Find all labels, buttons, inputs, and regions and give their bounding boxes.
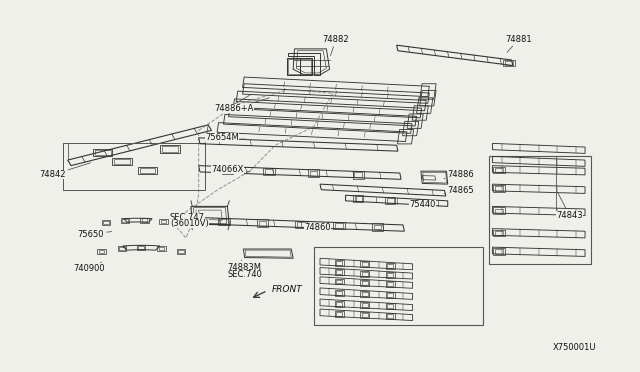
Text: 74066X: 74066X [211, 165, 250, 174]
Text: FRONT: FRONT [271, 285, 302, 294]
Text: 74881: 74881 [505, 35, 532, 52]
Text: 75654M: 75654M [205, 133, 250, 142]
Text: 75650: 75650 [77, 230, 111, 239]
Text: 74860: 74860 [304, 223, 331, 232]
Bar [489, 156, 591, 264]
Text: (36010V): (36010V) [170, 219, 209, 228]
Text: 74882: 74882 [323, 35, 349, 55]
Text: 74886: 74886 [444, 170, 474, 179]
Text: X750001U: X750001U [553, 343, 596, 352]
Text: 74865: 74865 [444, 186, 474, 195]
Text: SEC.747: SEC.747 [170, 213, 205, 222]
Text: 74843: 74843 [556, 192, 583, 220]
Text: 74886+A: 74886+A [214, 98, 269, 113]
Text: SEC.740: SEC.740 [227, 270, 262, 279]
Text: 75440: 75440 [410, 200, 436, 209]
Bar [314, 247, 483, 325]
Text: 74842: 74842 [39, 163, 91, 179]
Text: 740900: 740900 [73, 262, 104, 273]
Text: 74883M: 74883M [227, 260, 261, 272]
